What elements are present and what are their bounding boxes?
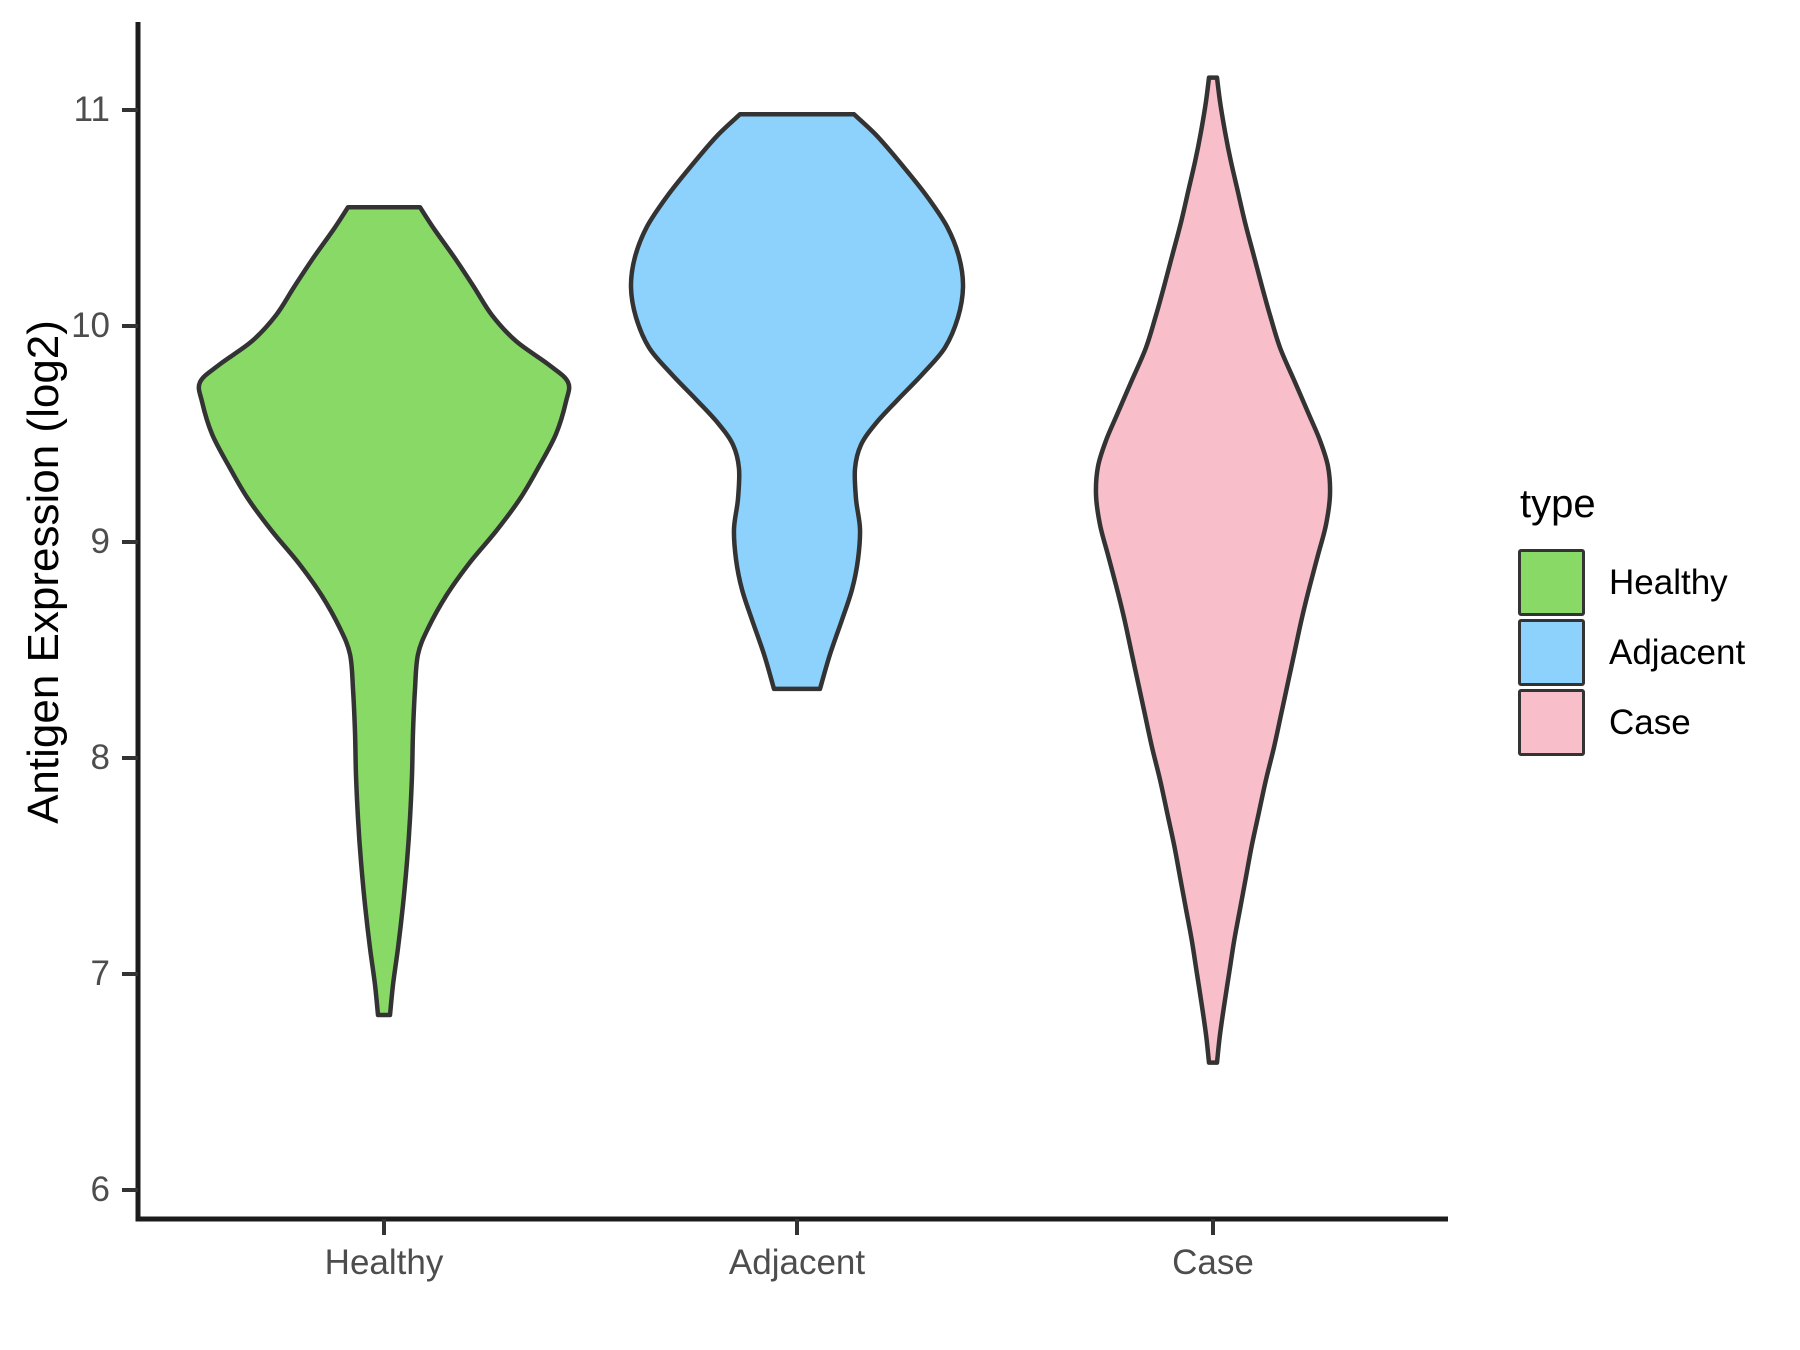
x-tick-label-adjacent: Adjacent [728, 1243, 866, 1282]
legend-key-healthy-swatch [1518, 549, 1585, 616]
legend-entry-adjacent: Adjacent [1518, 619, 1745, 686]
violin-adjacent [628, 112, 966, 692]
y-tick-label: 7 [90, 954, 110, 993]
x-tick-label-healthy: Healthy [324, 1243, 444, 1282]
legend-entry-label: Case [1609, 702, 1691, 742]
legend-entry-label: Adjacent [1609, 632, 1746, 672]
y-tick-label: 6 [90, 1170, 110, 1209]
legend-entry-label: Healthy [1609, 562, 1728, 602]
legend-entry-case: Case [1518, 689, 1745, 756]
y-tick-label: 11 [73, 90, 110, 129]
y-tick-label: 9 [90, 522, 110, 561]
violin-healthy [196, 204, 572, 1018]
legend: type Healthy Adjacent Case [1518, 482, 1745, 759]
x-tick-label-case: Case [1172, 1243, 1254, 1282]
legend-title: type [1520, 482, 1596, 526]
y-tick-label: 10 [71, 306, 110, 345]
y-tick-label: 8 [90, 738, 110, 777]
legend-key-adjacent-swatch [1518, 619, 1585, 686]
violin-case [1093, 75, 1333, 1065]
legend-entry-healthy: Healthy [1518, 549, 1745, 616]
legend-key-case-swatch [1518, 689, 1585, 756]
